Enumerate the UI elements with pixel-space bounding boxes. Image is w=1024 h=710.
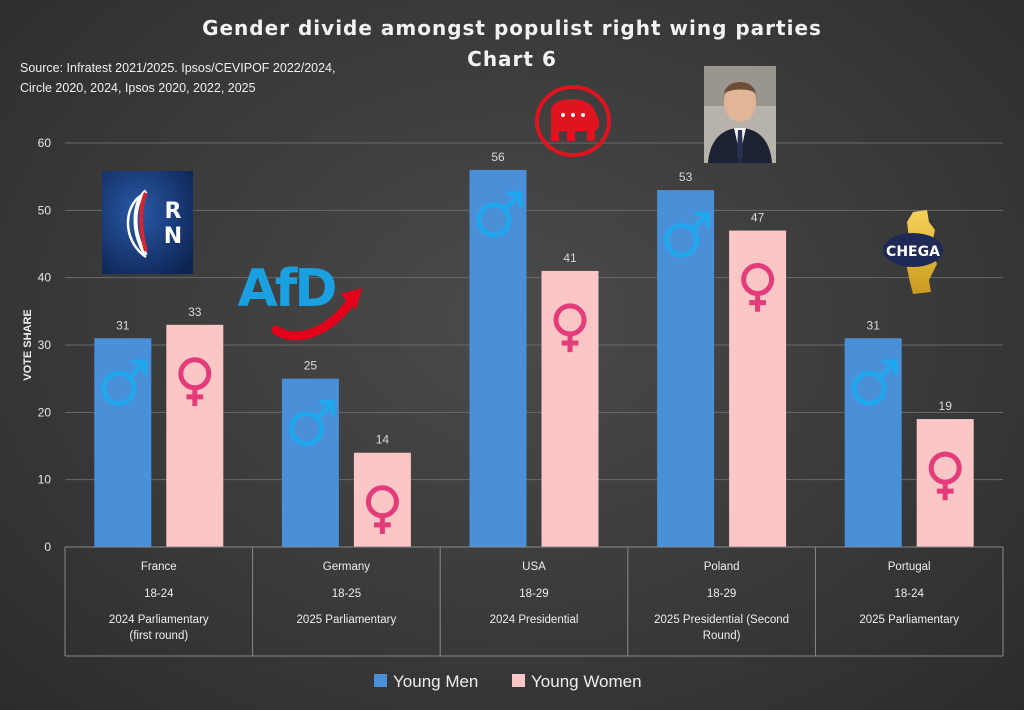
bar-young-women [729, 230, 787, 548]
chega-logo-text: CHEGA [886, 244, 940, 260]
rn-logo: R N [102, 171, 193, 274]
bars: 31 33 25 14 56 41 53 47 31 19 [94, 150, 974, 548]
afd-logo: AfD [237, 259, 362, 341]
y-tick-label: 40 [38, 271, 52, 285]
male-symbol-icon [851, 359, 898, 406]
category-election: (first round) [129, 630, 188, 642]
category-election: 2024 Parliamentary [109, 614, 209, 626]
category-country: USA [522, 561, 546, 573]
rn-logo-text-r: R [165, 199, 182, 224]
category-election: 2025 Parliamentary [859, 614, 959, 626]
bar-young-men [94, 338, 152, 547]
female-symbol-icon [365, 485, 399, 534]
y-tick-label: 50 [38, 203, 52, 217]
legend-swatch [512, 674, 525, 687]
data-label: 56 [491, 150, 505, 164]
legend-swatch [374, 674, 387, 687]
y-tick-label: 0 [44, 540, 51, 554]
data-label: 14 [376, 433, 390, 447]
source-line-2: Circle 2020, 2024, Ipsos 2020, 2022, 202… [20, 81, 256, 95]
candidate-photo [704, 66, 776, 163]
legend-label: Young Men [393, 672, 478, 691]
afd-logo-text: AfD [237, 259, 335, 319]
female-symbol-icon [928, 451, 962, 501]
category-age: 18-24 [144, 588, 174, 600]
y-tick-label: 20 [38, 405, 52, 419]
category-table: France 18-24 2024 Parliamentary (first roun… [64, 546, 1004, 657]
chart-subtitle: Chart 6 [467, 47, 557, 71]
category-country: Germany [323, 561, 371, 573]
legend-label: Young Women [531, 672, 642, 691]
y-tick-label: 10 [38, 473, 52, 487]
y-tick-label: 30 [38, 338, 52, 352]
category-age: 18-29 [519, 588, 548, 600]
male-symbol-icon [289, 400, 335, 446]
category-election: 2025 Parliamentary [297, 614, 397, 626]
category-age: 18-24 [894, 588, 924, 600]
chega-logo: CHEGA [883, 210, 943, 294]
chart-title: Gender divide amongst populist right win… [202, 16, 822, 40]
bar-young-men [844, 338, 902, 547]
data-label: 53 [679, 170, 693, 184]
data-label: 33 [188, 305, 202, 319]
category-age: 18-29 [707, 588, 736, 600]
data-label: 31 [116, 318, 130, 332]
category-election: Round) [703, 630, 741, 642]
female-symbol-icon [741, 263, 775, 312]
category-age: 18-25 [332, 588, 361, 600]
y-tick-label: 60 [38, 136, 52, 150]
male-symbol-icon [101, 359, 148, 406]
male-symbol-icon [476, 191, 523, 238]
data-label: 47 [751, 211, 765, 225]
category-country: Portugal [888, 561, 931, 573]
legend: Young Men Young Women [374, 672, 642, 691]
data-label: 41 [563, 251, 577, 265]
category-election: 2024 Presidential [490, 614, 579, 626]
female-symbol-icon [178, 357, 212, 406]
data-label: 25 [304, 359, 318, 373]
male-symbol-icon [664, 211, 711, 258]
bar-young-men [657, 190, 715, 547]
source-line-1: Source: Infratest 2021/2025. Ipsos/CEVIP… [20, 61, 335, 75]
data-label: 31 [867, 318, 881, 332]
category-election: 2025 Presidential (Second [654, 614, 789, 626]
y-tick-labels: 0 10 20 30 40 50 60 [38, 136, 52, 554]
gop-elephant-logo [535, 85, 611, 157]
bar-young-women [541, 270, 599, 547]
category-country: Poland [704, 561, 740, 573]
y-axis-label: VOTE SHARE [22, 309, 34, 381]
data-label: 19 [939, 399, 953, 413]
rn-logo-text-n: N [164, 224, 182, 249]
category-country: France [141, 561, 177, 573]
female-symbol-icon [553, 303, 587, 353]
